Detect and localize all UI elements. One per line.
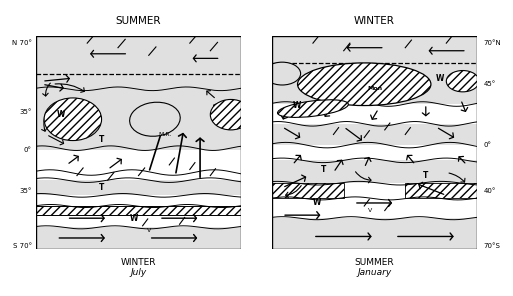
- Text: W: W: [436, 74, 444, 83]
- Text: July: July: [130, 268, 147, 277]
- Ellipse shape: [264, 62, 301, 85]
- Text: W: W: [292, 101, 301, 110]
- Bar: [272, 58, 477, 104]
- Text: 45°: 45°: [483, 81, 496, 87]
- Text: V: V: [147, 228, 151, 233]
- Bar: [272, 183, 344, 198]
- Ellipse shape: [210, 99, 251, 130]
- Bar: [36, 195, 241, 206]
- Text: Mon: Mon: [367, 86, 382, 91]
- Bar: [272, 183, 344, 198]
- Bar: [272, 104, 477, 124]
- Text: T: T: [321, 165, 326, 174]
- Text: 35°: 35°: [19, 188, 32, 194]
- Text: N 70°: N 70°: [12, 40, 32, 46]
- Ellipse shape: [298, 63, 431, 106]
- Text: T: T: [99, 135, 104, 144]
- Bar: [405, 183, 477, 198]
- Bar: [405, 183, 477, 198]
- Bar: [36, 150, 241, 180]
- Bar: [36, 206, 241, 215]
- Text: 40°: 40°: [483, 188, 496, 194]
- Text: SUMMER: SUMMER: [354, 258, 394, 267]
- Bar: [272, 145, 477, 160]
- Bar: [36, 206, 241, 215]
- Bar: [36, 89, 241, 150]
- Text: 35°: 35°: [19, 109, 32, 115]
- Bar: [36, 180, 241, 195]
- Text: 0°: 0°: [24, 147, 32, 153]
- Ellipse shape: [130, 102, 180, 136]
- Ellipse shape: [278, 100, 348, 118]
- Bar: [272, 198, 477, 218]
- Text: 70°N: 70°N: [483, 40, 501, 46]
- Ellipse shape: [44, 98, 102, 141]
- Text: W: W: [130, 214, 139, 223]
- Bar: [36, 227, 241, 249]
- Text: T: T: [423, 171, 428, 180]
- Ellipse shape: [446, 70, 479, 92]
- Bar: [272, 36, 477, 58]
- Text: WINTER: WINTER: [121, 258, 156, 267]
- Text: T: T: [99, 183, 104, 192]
- Text: WINTER: WINTER: [354, 16, 395, 26]
- Text: SUMMER: SUMMER: [116, 16, 161, 26]
- Text: January: January: [358, 268, 391, 277]
- Text: 0°: 0°: [483, 142, 491, 148]
- Text: V: V: [368, 208, 372, 213]
- Text: W: W: [56, 110, 65, 119]
- Bar: [272, 124, 477, 145]
- Text: S 70°: S 70°: [13, 243, 32, 249]
- Bar: [272, 218, 477, 249]
- Text: 70°S: 70°S: [483, 243, 500, 249]
- Bar: [272, 160, 477, 183]
- Bar: [36, 63, 241, 89]
- Bar: [36, 215, 241, 227]
- Bar: [36, 36, 241, 63]
- Text: M.R.: M.R.: [159, 132, 172, 137]
- Text: W: W: [313, 199, 321, 207]
